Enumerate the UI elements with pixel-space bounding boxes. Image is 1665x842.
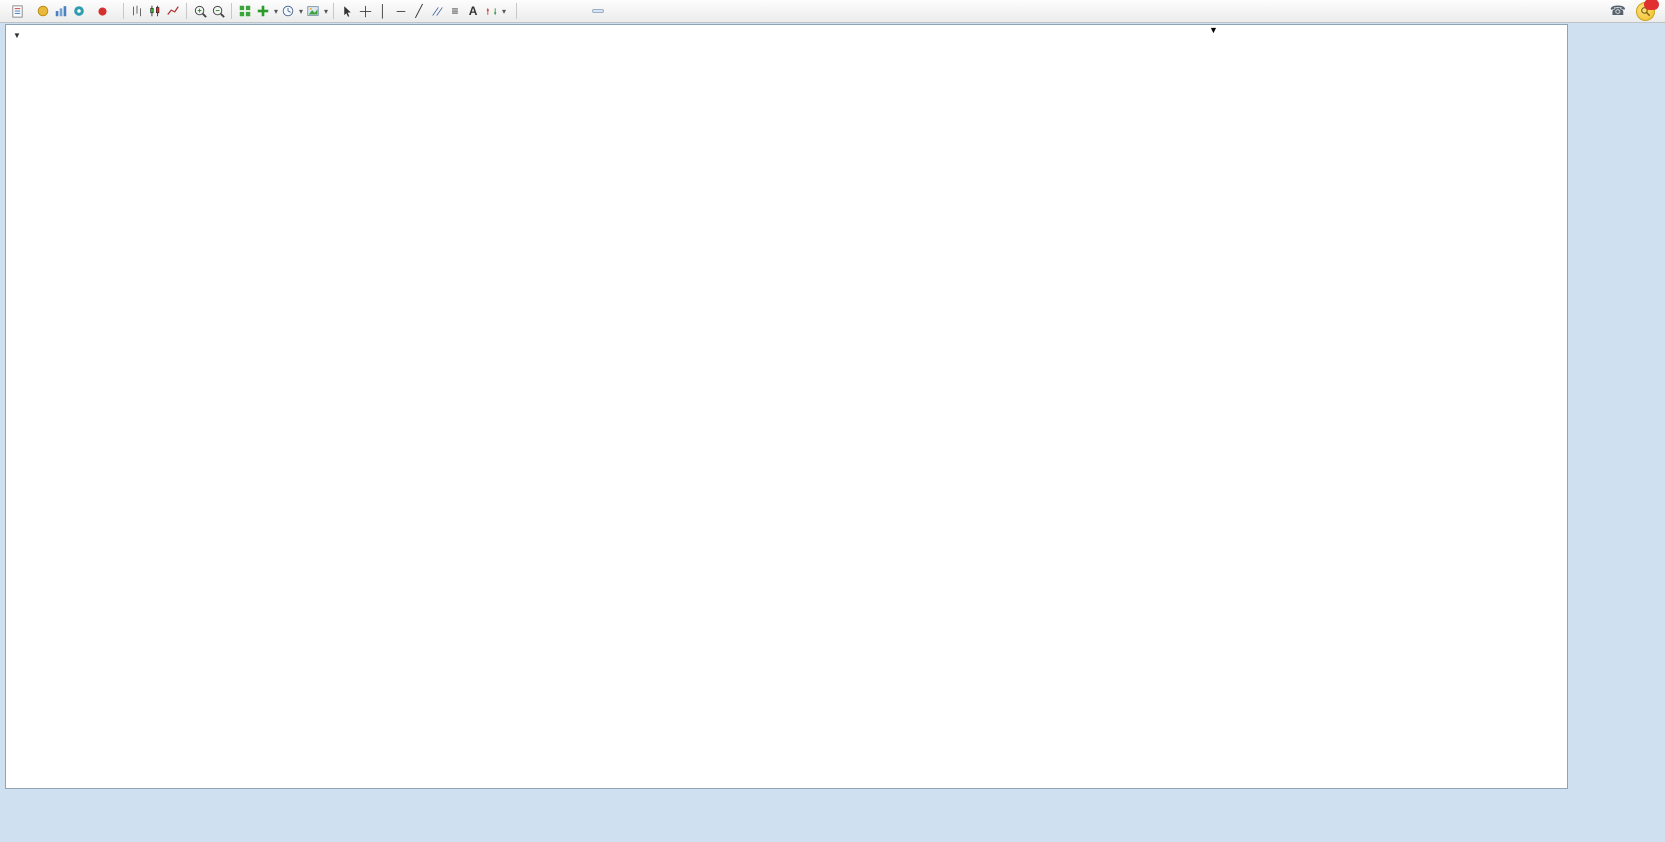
templates-caret-icon[interactable]: ▾ <box>324 6 329 16</box>
new-order-button[interactable] <box>4 1 33 22</box>
toolbar-separator <box>333 3 335 19</box>
indicators-caret-icon[interactable]: ▾ <box>274 6 279 16</box>
chart-window[interactable]: ▼ ▼ <box>5 24 1568 789</box>
periods-caret-icon[interactable]: ▾ <box>299 6 304 16</box>
cursor-button[interactable] <box>339 3 355 19</box>
tf-d1-button[interactable] <box>606 9 618 13</box>
chart-canvas[interactable] <box>6 25 1567 788</box>
periods-button[interactable] <box>280 3 296 19</box>
toolbar-right-group: ☎ <box>1609 0 1661 21</box>
zoom-out-button[interactable] <box>210 3 226 19</box>
vertical-line-button[interactable]: │ <box>379 4 387 18</box>
crosshair-button[interactable] <box>357 3 373 19</box>
candlestick-button[interactable] <box>147 3 163 19</box>
new-order-icon <box>9 3 25 19</box>
templates-button[interactable] <box>305 3 321 19</box>
toolbar-separator <box>231 3 232 19</box>
bar-chart-button[interactable] <box>129 3 145 19</box>
notification-badge[interactable] <box>1644 0 1659 10</box>
community-icon[interactable] <box>71 3 87 19</box>
toolbar-separator <box>186 3 187 19</box>
tile-windows-button[interactable] <box>237 3 253 19</box>
zoom-in-button[interactable] <box>192 3 208 19</box>
toolbar-separator <box>123 3 124 19</box>
line-chart-button[interactable] <box>165 3 181 19</box>
channel-button[interactable] <box>429 3 445 19</box>
shapes-caret-icon[interactable]: ▾ <box>502 6 507 16</box>
fibonacci-button[interactable]: ≡ <box>451 4 459 18</box>
phone-icon[interactable]: ☎ <box>1609 3 1626 18</box>
tf-h1-button[interactable] <box>578 9 590 13</box>
search-icon[interactable] <box>1636 0 1659 21</box>
tf-m1-button[interactable] <box>522 9 534 13</box>
horizontal-line-button[interactable]: ─ <box>396 4 406 18</box>
auto-trading-button[interactable] <box>89 1 118 22</box>
arrows-button[interactable] <box>483 3 499 19</box>
tf-h4-button[interactable] <box>592 9 605 13</box>
tf-w1-button[interactable] <box>620 9 632 13</box>
toolbar-separator <box>516 3 518 19</box>
trendline-button[interactable]: ╱ <box>415 4 423 18</box>
text-button[interactable]: A <box>468 4 478 18</box>
tf-mn-button[interactable] <box>634 9 646 13</box>
tf-m15-button[interactable] <box>550 9 562 13</box>
auto-trading-icon <box>94 3 110 19</box>
tf-m30-button[interactable] <box>564 9 576 13</box>
tf-m5-button[interactable] <box>536 9 548 13</box>
market-icon[interactable] <box>35 3 51 19</box>
toolbar: ▾ ▾ ▾ │ ─ ╱ ≡ A ▾ ☎ <box>0 0 1665 23</box>
indicators-button[interactable] <box>255 3 271 19</box>
charts-icon[interactable] <box>53 3 69 19</box>
